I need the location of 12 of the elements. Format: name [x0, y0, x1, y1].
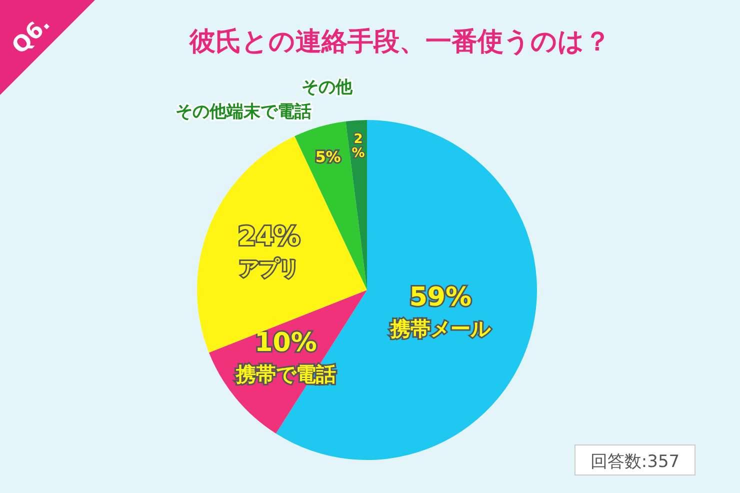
badge: Q6.: [0, 0, 95, 95]
slice-label: アプリ: [239, 256, 299, 280]
title: 彼氏との連絡手段、一番使うのは？: [190, 27, 610, 57]
data-label: 5%: [315, 148, 341, 166]
data-label: 59%: [409, 282, 472, 312]
slice-label: その他: [301, 77, 354, 98]
text: 回答数:357: [590, 452, 680, 472]
data-label: 24%: [238, 222, 300, 252]
slice-label: その他端末で電話: [176, 102, 312, 122]
data-label: 10%: [254, 328, 317, 358]
slice-label: 携帯メール: [389, 316, 492, 340]
data-label: 2%: [352, 132, 365, 161]
